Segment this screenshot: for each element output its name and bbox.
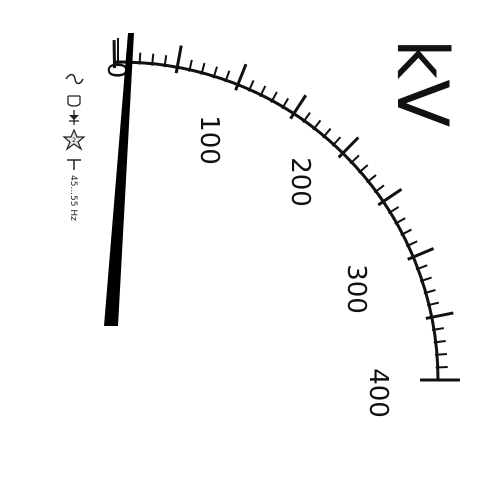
instrument-symbols: 2 45...55 Hz <box>62 73 86 221</box>
major-tick <box>425 311 454 320</box>
svg-text:2: 2 <box>72 137 76 144</box>
major-tick <box>289 94 308 120</box>
minor-tick <box>151 53 155 66</box>
minor-tick <box>387 206 400 215</box>
major-tick <box>337 136 360 159</box>
minor-tick <box>247 80 255 92</box>
minor-tick <box>349 154 360 165</box>
test-voltage-star-icon: 2 <box>62 128 86 151</box>
minor-tick <box>212 66 218 79</box>
major-tick <box>407 247 435 261</box>
minor-tick <box>259 85 267 98</box>
minor-tick <box>312 119 322 131</box>
rectifier-diode-icon <box>69 110 79 125</box>
scale-ticks <box>112 40 460 382</box>
major-tick <box>377 188 403 207</box>
tilde-icon <box>65 73 84 85</box>
minor-tick <box>200 62 206 75</box>
minor-tick <box>394 217 406 225</box>
minor-tick <box>419 276 432 283</box>
minor-tick <box>281 97 290 110</box>
minor-tick <box>163 55 168 68</box>
minor-tick <box>188 59 193 72</box>
minor-tick <box>331 136 342 147</box>
frequency-text: 45...55 Hz <box>68 175 78 221</box>
minor-tick <box>358 164 369 174</box>
minor-tick <box>322 127 332 139</box>
moving-iron-icon <box>67 95 81 107</box>
major-tick <box>174 45 183 74</box>
minor-tick <box>400 228 412 236</box>
scale-label-200: 200 <box>285 157 315 207</box>
minor-tick <box>434 352 448 356</box>
scale-label-100: 100 <box>194 115 224 165</box>
unit-label: kV <box>381 39 463 128</box>
minor-tick <box>431 327 445 332</box>
minor-tick <box>302 112 311 123</box>
minor-tick <box>433 340 446 344</box>
minor-tick <box>270 91 278 103</box>
minor-tick <box>366 174 377 184</box>
scale-label-400: 400 <box>363 368 393 418</box>
minor-tick <box>423 289 436 295</box>
vertical-position-icon <box>67 159 81 170</box>
minor-tick <box>426 301 439 307</box>
minor-tick <box>138 52 142 65</box>
major-tick <box>234 63 248 91</box>
minor-tick <box>405 240 418 248</box>
minor-tick <box>415 264 428 271</box>
minor-tick <box>373 184 385 194</box>
minor-tick <box>224 70 231 83</box>
needle <box>104 33 134 326</box>
scale-label-300: 300 <box>341 264 371 314</box>
scale-label-0: 0 <box>101 62 131 79</box>
